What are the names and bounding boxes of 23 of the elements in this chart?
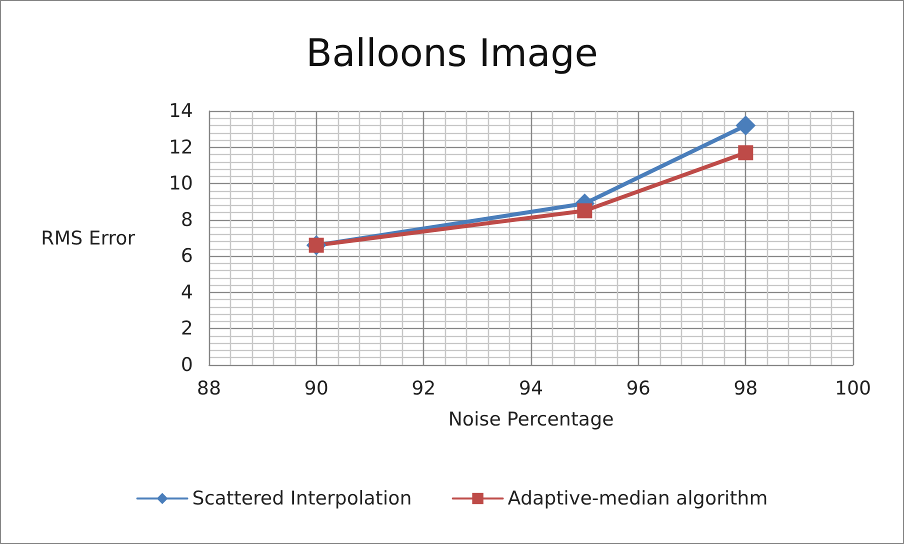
y-tick-label: 6 <box>180 245 193 268</box>
x-tick-label: 100 <box>834 378 872 400</box>
point <box>738 145 754 160</box>
y-tick-label: 0 <box>180 354 193 376</box>
point <box>736 116 756 136</box>
x-tick-label: 98 <box>734 378 758 400</box>
point <box>577 203 592 218</box>
y-tick-label: 4 <box>180 281 193 304</box>
legend-label: Adaptive-median algorithm <box>508 488 768 510</box>
chart-title: Balloons Image <box>306 31 598 75</box>
x-tick-label: 94 <box>518 378 544 400</box>
y-tick-label: 2 <box>180 318 193 340</box>
y-tick-label: 10 <box>168 172 193 195</box>
y-axis-title: RMS Error <box>41 228 136 250</box>
x-axis-title: Noise Percentage <box>448 408 614 430</box>
y-tick-label: 8 <box>180 208 193 231</box>
x-tick-label: 92 <box>412 378 436 400</box>
legend-label: Scattered Interpolation <box>192 488 412 510</box>
x-tick-label: 88 <box>196 378 222 400</box>
y-tick-label: 14 <box>168 100 193 122</box>
x-tick-label: 96 <box>626 378 650 400</box>
y-tick-label: 12 <box>168 136 193 158</box>
x-tick-label: 90 <box>304 378 328 400</box>
